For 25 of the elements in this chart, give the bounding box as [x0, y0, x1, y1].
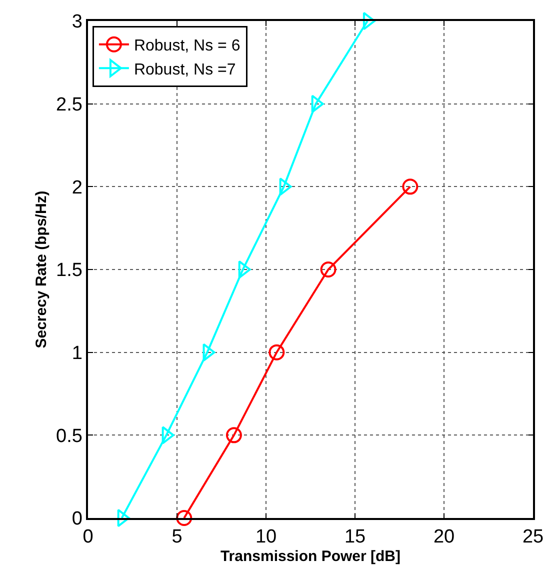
point	[226, 427, 242, 444]
legend-label: Robust, Ns = 6	[134, 38, 240, 55]
point	[268, 344, 285, 360]
point	[311, 94, 324, 113]
y-axis-title: Secrecy Rate (bps/Hz)	[32, 190, 50, 348]
x-tick-label: 25	[522, 526, 544, 548]
y-tick-label: 2	[72, 177, 82, 198]
point	[176, 510, 192, 526]
point	[162, 426, 174, 444]
x-tick-label: 10	[255, 526, 277, 548]
x-tick-label: 15	[344, 526, 366, 548]
x-axis-title: Transmission Power [dB]	[220, 548, 401, 566]
y-tick-label: 0	[72, 508, 82, 530]
y-tick-label: 1.5	[56, 260, 82, 282]
x-tick-label: 20	[433, 526, 455, 548]
point	[320, 262, 336, 278]
y-tick-label: 3	[72, 12, 82, 33]
y-tick-label: 1	[72, 342, 82, 364]
point	[279, 178, 292, 196]
y-tick-label: 0.5	[56, 426, 82, 447]
legend-label: Robust, Ns =7	[134, 61, 236, 78]
point	[402, 178, 418, 195]
y-tick-label: 2.5	[56, 94, 82, 116]
x-tick-label: 5	[172, 526, 182, 548]
point	[202, 343, 216, 362]
